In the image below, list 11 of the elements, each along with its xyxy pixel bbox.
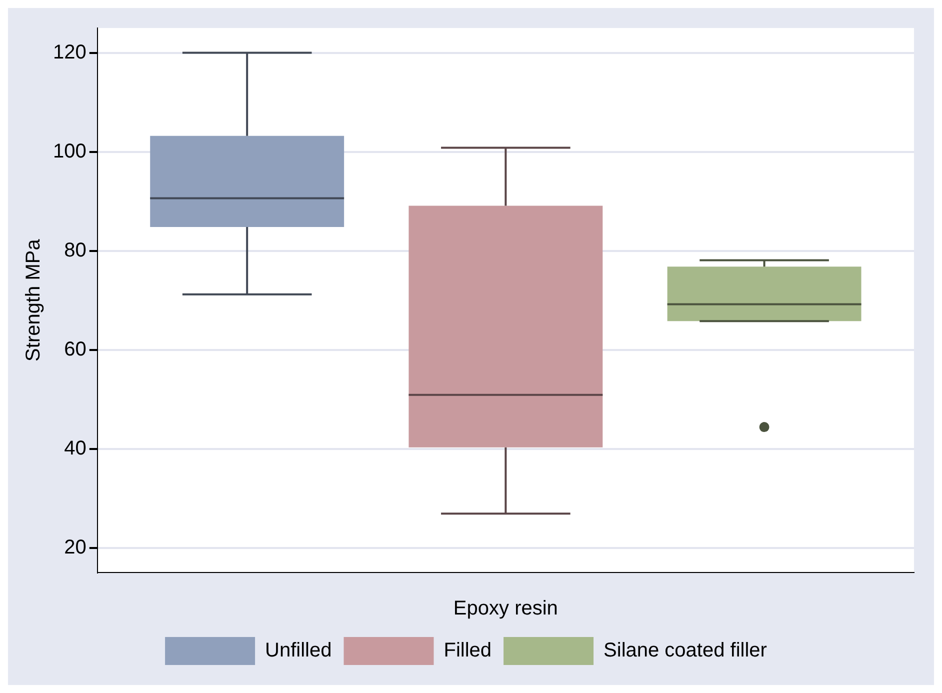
y-tick-label: 80 (64, 239, 86, 262)
legend-label: Unfilled (265, 640, 332, 662)
y-tick-label: 40 (64, 437, 86, 460)
y-tick-label: 100 (52, 140, 86, 162)
x-axis-title: Epoxy resin (453, 598, 558, 620)
legend-label: Filled (444, 640, 492, 662)
y-tick-label: 60 (64, 338, 86, 360)
y-tick-label: 120 (52, 41, 86, 64)
legend-label: Silane coated filler (604, 640, 768, 662)
y-axis-title: Strength MPa (22, 238, 45, 362)
y-tick-label: 20 (64, 536, 86, 558)
